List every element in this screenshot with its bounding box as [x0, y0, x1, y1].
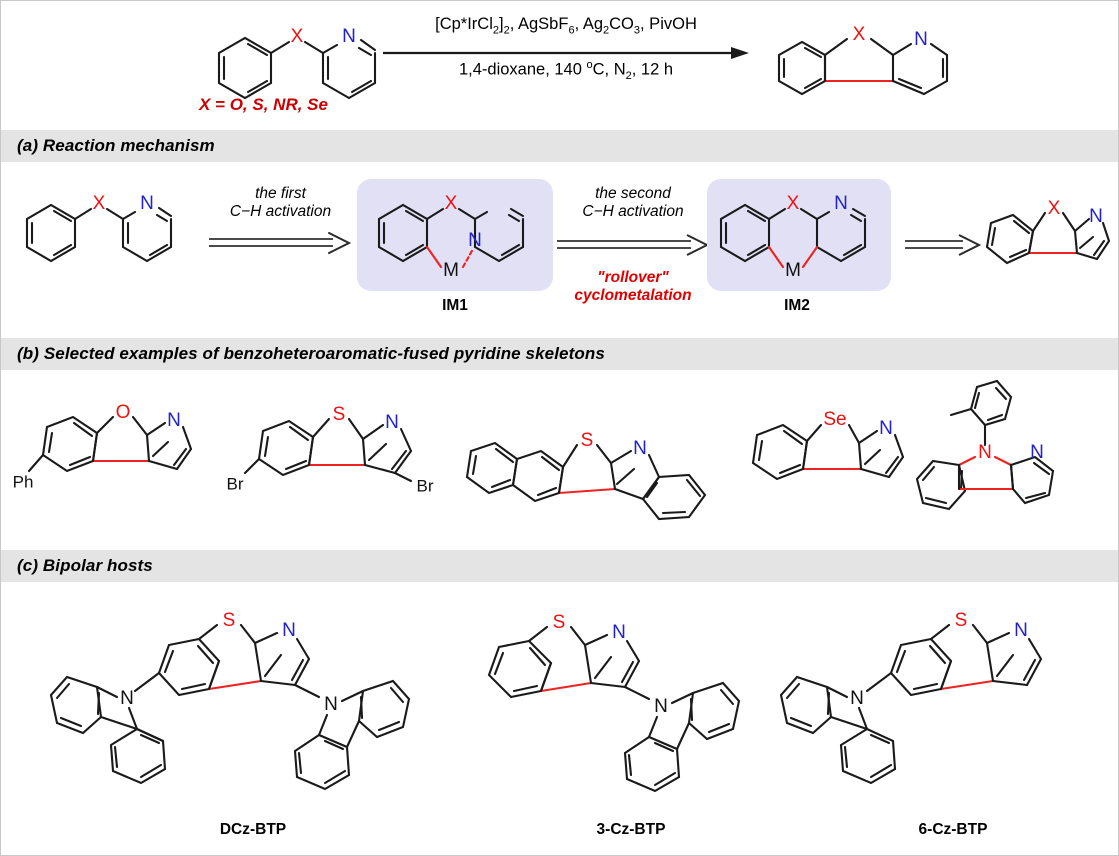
substrate-x-atom: X [291, 26, 304, 47]
mechanism-arrow-2 [557, 233, 710, 259]
intermediate-im2: X N M [707, 179, 903, 303]
arrow1-line1: the first [255, 185, 306, 202]
section-label-c: (c) Bipolar hosts [17, 556, 153, 575]
product-n-atom: N [914, 29, 928, 50]
pyridine-ring: N [321, 26, 377, 100]
host-3-name: 6-Cz-BTP [918, 821, 988, 838]
mech-product-x-atom: X [1048, 198, 1061, 219]
example-3: S N [461, 397, 731, 521]
example-2-substituent-1: Br [227, 474, 244, 493]
host-2-carbazole-n: N [654, 696, 668, 717]
example-1: O N Ph [13, 393, 229, 513]
example-2: S N Br Br [227, 393, 453, 513]
host-2-structure: S N N [473, 607, 783, 807]
arrow2-line1: the second [595, 185, 671, 202]
im1-metal-atom: M [443, 260, 459, 281]
top-scheme-substrate: X N [201, 7, 451, 107]
host-1-name: DCz-BTP [219, 821, 287, 838]
host-1-n-atom: N [282, 620, 296, 641]
x-definition-label: X = O, S, NR, Se [199, 95, 328, 114]
arrow2-red-label: "rollover" cyclometalation [547, 269, 719, 305]
example-4: Se N [743, 397, 923, 517]
section-band-b: (b) Selected examples of benzoheteroarom… [1, 338, 1118, 370]
im1-x-atom: X [445, 193, 458, 214]
example-1-heteroatom: O [116, 402, 131, 423]
arrow1-line2: C−H activation [229, 202, 332, 220]
example-5-n-atom: N [1030, 442, 1044, 463]
conditions-top: [Cp*IrCl2]2, AgSbF6, Ag2CO3, PivOH [435, 15, 697, 37]
host-3-heteroatom: S [955, 610, 968, 631]
im1-n-atom: N [468, 230, 482, 251]
example-3-heteroatom: S [581, 430, 594, 451]
example-1-substituent: Ph [13, 472, 34, 491]
arrow2-label: the second C−H activation [547, 185, 719, 221]
host-1-heteroatom: S [223, 610, 236, 631]
host-2-heteroatom: S [553, 612, 566, 633]
mechanism-product: X N [983, 187, 1113, 291]
host-2-n-atom: N [612, 622, 626, 643]
substrate-n-atom: N [342, 26, 356, 47]
host-2-name: 3-Cz-BTP [596, 821, 666, 838]
im1-label: IM1 [442, 297, 468, 314]
mechanism-arrow-3 [905, 233, 982, 259]
im2-metal-atom: M [785, 260, 801, 281]
example-1-n-atom: N [167, 410, 181, 431]
example-5-heteroatom: N [978, 442, 992, 463]
host-3-n-atom: N [1014, 620, 1028, 641]
host-1-structure: S N N N [49, 607, 451, 807]
example-5: N N [913, 379, 1103, 529]
im2-n-atom: N [834, 193, 848, 214]
arrow1-label: the first C−H activation [213, 185, 348, 221]
mechanism-arrow-1 [209, 231, 352, 257]
product-x-atom: X [853, 24, 866, 45]
host-1-carbazole-n-right: N [324, 694, 338, 715]
example-4-heteroatom: Se [823, 409, 846, 430]
example-3-n-atom: N [633, 438, 647, 459]
example-2-n-atom: N [385, 412, 399, 433]
example-2-substituent-2: Br [417, 476, 434, 495]
section-band-c: (c) Bipolar hosts [1, 550, 1118, 582]
conditions-bottom: 1,4-dioxane, 140 oC, N2, 12 h [458, 59, 674, 82]
arrow2-red-line1: "rollover" [597, 269, 669, 286]
phenyl-ring [217, 36, 273, 100]
arrow2-line2: C−H activation [582, 202, 684, 220]
mech-substrate-n-atom: N [140, 193, 154, 214]
arrow2-red-line2: cyclometalation [574, 286, 692, 304]
mech-substrate-x-atom: X [93, 193, 106, 214]
host-3-carbazole-n: N [850, 688, 864, 709]
example-4-n-atom: N [879, 418, 893, 439]
mechanism-substrate: X N [15, 181, 230, 291]
im2-label: IM2 [784, 297, 810, 314]
top-scheme-product: X N [761, 7, 981, 107]
section-label-b: (b) Selected examples of benzoheteroarom… [17, 344, 605, 363]
reaction-arrow [381, 15, 751, 85]
example-2-heteroatom: S [333, 404, 346, 425]
host-1-carbazole-n-left: N [120, 688, 134, 709]
section-label-a: (a) Reaction mechanism [17, 136, 215, 155]
intermediate-im1: X N M [357, 179, 553, 303]
im2-x-atom: X [787, 193, 800, 214]
host-3-structure: S N N [779, 607, 1111, 807]
section-band-a: (a) Reaction mechanism [1, 130, 1118, 162]
mech-product-n-atom: N [1089, 206, 1103, 227]
